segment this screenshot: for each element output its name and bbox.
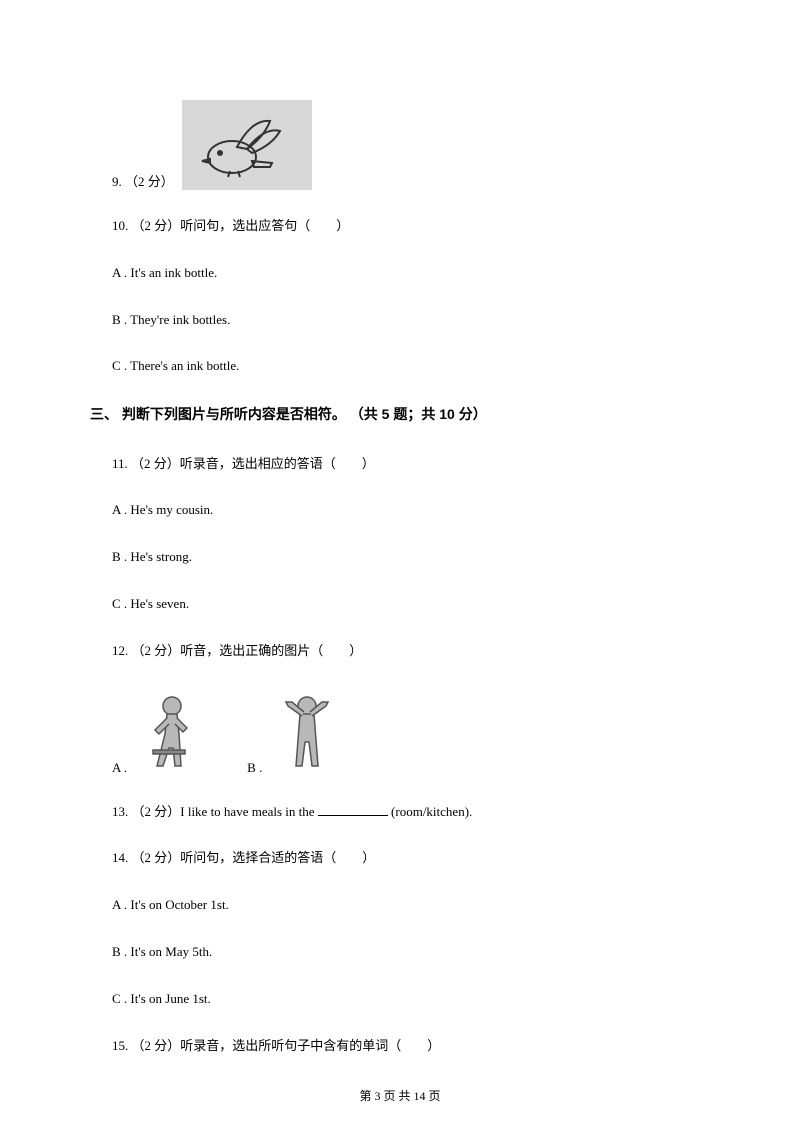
question-14-option-a: A . It's on October 1st. (90, 895, 710, 916)
question-10-option-b: B . They're ink bottles. (90, 310, 710, 331)
question-9: 9. （2 分） (90, 100, 710, 190)
bird-image (182, 100, 312, 190)
section-3-title: 三、 判断下列图片与所听内容是否相符。 （共 5 题；共 10 分） (90, 406, 487, 422)
fill-blank[interactable] (318, 802, 388, 816)
question-15: 15. （2 分）听录音，选出所听句子中含有的单词（ ） (90, 1036, 710, 1057)
question-12: 12. （2 分）听音，选出正确的图片（ ） (90, 641, 710, 662)
question-13-prefix: 13. （2 分）I like to have meals in the (112, 804, 318, 819)
question-9-number: 9. （2 分） (112, 171, 174, 190)
question-11: 11. （2 分）听录音，选出相应的答语（ ） (90, 454, 710, 475)
question-12-label-b: B . (247, 760, 262, 776)
question-14: 14. （2 分）听问句，选择合适的答语（ ） (90, 848, 710, 869)
person-sitting-image (133, 688, 211, 776)
question-10: 10. （2 分）听问句，选出应答句（ ） (90, 216, 710, 237)
question-12-options: A . B . (90, 688, 710, 776)
person-standing-image (268, 688, 346, 776)
section-3-header: 三、 判断下列图片与所听内容是否相符。 （共 5 题；共 10 分） (90, 403, 710, 427)
question-10-option-c: C . There's an ink bottle. (90, 356, 710, 377)
question-14-option-b: B . It's on May 5th. (90, 942, 710, 963)
question-10-option-a: A . It's an ink bottle. (90, 263, 710, 284)
question-11-option-c: C . He's seven. (90, 594, 710, 615)
question-12-label-a: A . (112, 760, 127, 776)
question-14-option-c: C . It's on June 1st. (90, 989, 710, 1010)
question-13: 13. （2 分）I like to have meals in the (ro… (90, 802, 710, 823)
question-11-option-a: A . He's my cousin. (90, 500, 710, 521)
page-footer: 第 3 页 共 14 页 (0, 1087, 800, 1104)
question-13-suffix: (room/kitchen). (388, 804, 472, 819)
question-11-option-b: B . He's strong. (90, 547, 710, 568)
